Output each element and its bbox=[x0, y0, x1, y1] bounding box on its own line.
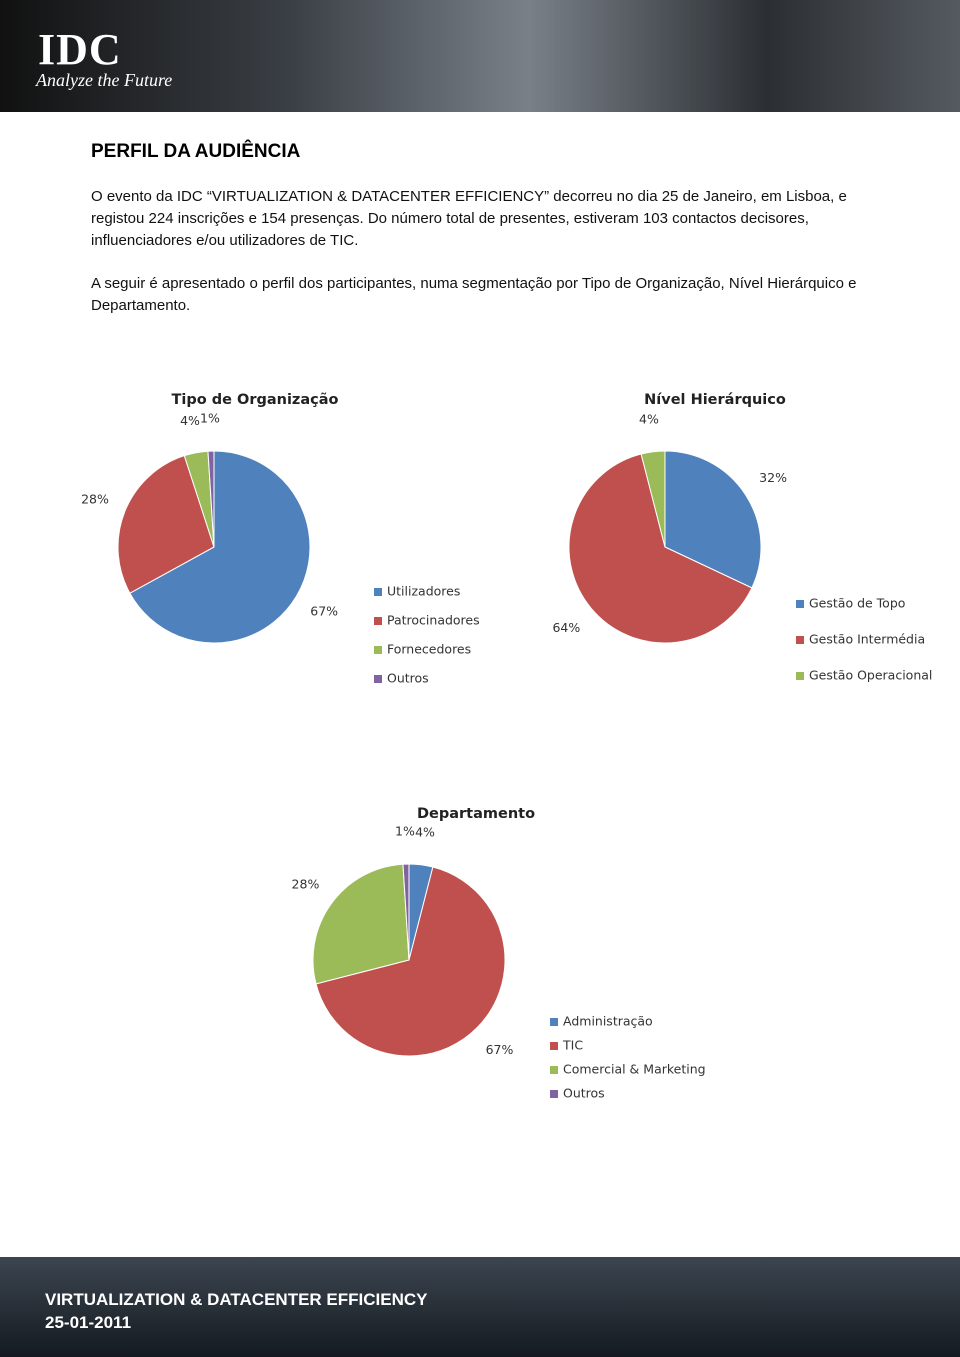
tagline: Analyze the Future bbox=[36, 70, 173, 90]
legend-swatch bbox=[374, 675, 382, 683]
pie-slice bbox=[312, 863, 410, 985]
legend-label: Gestão Operacional bbox=[809, 668, 932, 683]
footer-date: 25-01-2011 bbox=[45, 1313, 132, 1332]
pie-slice bbox=[664, 450, 762, 589]
legend-swatch bbox=[550, 1042, 558, 1050]
legend-label: Administração bbox=[563, 1014, 653, 1029]
legend-label: TIC bbox=[562, 1038, 583, 1053]
footer: VIRTUALIZATION & DATACENTER EFFICIENCY 2… bbox=[0, 1257, 960, 1357]
data-label: 1% bbox=[200, 411, 220, 426]
data-label: 28% bbox=[81, 491, 109, 506]
legend-swatch bbox=[550, 1066, 558, 1074]
legend-label: Patrocinadores bbox=[387, 613, 480, 628]
data-label: 4% bbox=[639, 412, 659, 427]
chart-title: Tipo de Organização bbox=[171, 392, 338, 408]
chart-title: Nível Hierárquico bbox=[644, 392, 786, 408]
data-label: 67% bbox=[486, 1042, 514, 1057]
legend-label: Comercial & Marketing bbox=[563, 1062, 706, 1077]
data-label: 28% bbox=[292, 876, 320, 891]
legend-label: Gestão de Topo bbox=[809, 596, 905, 611]
legend-swatch bbox=[550, 1090, 558, 1098]
legend-label: Gestão Intermédia bbox=[809, 632, 925, 647]
legend-swatch bbox=[374, 617, 382, 625]
data-label: 1% bbox=[395, 824, 415, 839]
pie-slice bbox=[640, 450, 666, 548]
data-label: 64% bbox=[552, 620, 580, 635]
legend-label: Utilizadores bbox=[387, 584, 460, 599]
chart-title: Departamento bbox=[417, 806, 535, 822]
legend-swatch bbox=[550, 1018, 558, 1026]
footer-event: VIRTUALIZATION & DATACENTER EFFICIENCY bbox=[45, 1290, 428, 1309]
legend-swatch bbox=[374, 588, 382, 596]
logo: IDC bbox=[38, 25, 122, 74]
paragraph: A seguir é apresentado o perfil dos part… bbox=[91, 275, 857, 314]
pie-slice bbox=[568, 453, 753, 644]
pie-slice bbox=[129, 450, 311, 644]
data-label: 67% bbox=[310, 604, 338, 619]
data-label: 4% bbox=[180, 413, 200, 428]
pie-slice bbox=[402, 863, 410, 961]
pie-slice bbox=[207, 450, 215, 548]
legend-swatch bbox=[374, 646, 382, 654]
legend-swatch bbox=[796, 600, 804, 608]
data-label: 4% bbox=[415, 825, 435, 840]
section-title: PERFIL DA AUDIÊNCIA bbox=[91, 141, 301, 162]
pie-slice bbox=[315, 866, 506, 1057]
legend-swatch bbox=[796, 672, 804, 680]
charts: Tipo de Organização 67% Utilizadores 28% Pat… bbox=[81, 392, 932, 1101]
legend-label: Fornecedores bbox=[387, 642, 471, 657]
legend-swatch bbox=[796, 636, 804, 644]
legend-label: Outros bbox=[387, 671, 429, 686]
legend-label: Outros bbox=[563, 1086, 605, 1101]
data-label: 32% bbox=[759, 470, 787, 485]
header: IDC Analyze the Future bbox=[0, 0, 960, 112]
paragraph: O evento da IDC “VIRTUALIZATION & DATACE… bbox=[91, 188, 847, 249]
pie-slice bbox=[117, 455, 215, 594]
